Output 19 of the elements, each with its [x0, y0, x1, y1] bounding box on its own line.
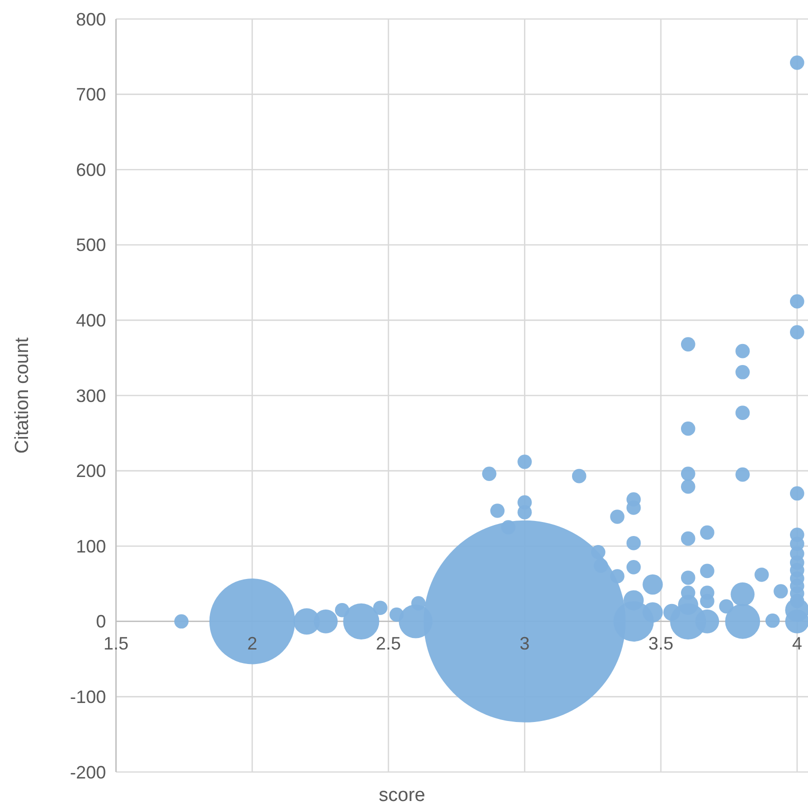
y-tick-label: 500	[76, 235, 106, 256]
x-tick-label: 4	[792, 633, 802, 654]
y-tick-label: 0	[96, 612, 106, 632]
y-tick-label: 100	[76, 536, 106, 556]
y-tick-label: -100	[70, 687, 106, 707]
x-tick-label: 3	[520, 633, 530, 654]
x-tick-label: 1.5	[103, 633, 129, 654]
y-tick-label: 600	[76, 160, 106, 180]
y-tick-label: -200	[70, 762, 106, 782]
x-tick-label: 3.5	[648, 633, 674, 654]
x-tick-label: 2.5	[376, 633, 401, 654]
y-tick-label: 700	[76, 84, 106, 105]
y-tick-label: 200	[76, 461, 106, 482]
y-tick-label: 800	[76, 9, 106, 30]
y-tick-label: 400	[76, 310, 106, 330]
y-axis-title: Citation count	[12, 336, 33, 454]
y-tick-label: 300	[76, 386, 106, 406]
x-tick-label: 2	[247, 633, 258, 654]
x-axis-title: score	[378, 785, 426, 806]
